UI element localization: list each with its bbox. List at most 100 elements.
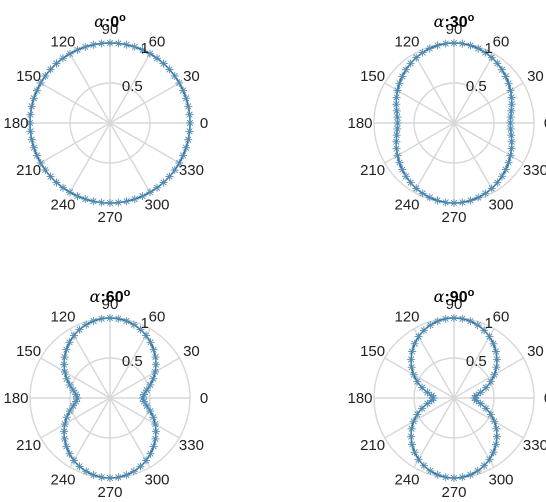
- data-point-marker: [393, 86, 402, 95]
- angle-tick-label: 240: [394, 471, 419, 488]
- data-point-marker: [481, 189, 490, 198]
- data-point-marker: [501, 72, 510, 81]
- data-point-marker: [392, 144, 401, 153]
- data-point-marker: [179, 151, 188, 160]
- angular-grid-spoke: [453, 357, 524, 399]
- angle-tick-label: 270: [441, 209, 466, 226]
- angular-grid-spoke: [69, 53, 111, 124]
- data-point-marker: [489, 448, 498, 457]
- data-point-marker: [406, 59, 415, 68]
- data-point-marker: [97, 39, 106, 48]
- data-point-marker: [136, 462, 145, 471]
- data-point-marker: [165, 172, 174, 181]
- angle-tick-label: 330: [523, 437, 546, 454]
- data-point-marker: [142, 456, 151, 465]
- angle-tick-label: 60: [149, 309, 166, 326]
- data-point-marker: [130, 195, 139, 204]
- data-point-marker: [473, 321, 482, 330]
- data-point-marker: [407, 363, 416, 372]
- data-point-marker: [473, 466, 482, 475]
- angular-grid-spoke: [109, 397, 151, 468]
- data-point-marker: [60, 427, 69, 436]
- angle-tick-label: 270: [441, 484, 466, 501]
- data-point-marker: [60, 353, 69, 362]
- data-point-marker: [182, 94, 191, 103]
- subplot-title: α:60o: [90, 287, 131, 306]
- radius-tick-label: 1: [485, 40, 493, 57]
- data-point-marker: [485, 332, 494, 341]
- data-point-marker: [466, 196, 475, 205]
- data-point-marker: [27, 135, 36, 144]
- angle-tick-label: 330: [179, 437, 204, 454]
- polar-subplot-2: 0 30 60 90 120 150 180 210 240 270 300 330 0.5 1 α:30o: [347, 12, 546, 226]
- data-point-marker: [392, 100, 401, 109]
- data-point-marker: [142, 386, 151, 395]
- angle-tick-label: 210: [16, 162, 41, 179]
- angle-tick-label: 150: [360, 343, 385, 360]
- radius-tick-label: 0.5: [122, 353, 143, 370]
- data-point-marker: [492, 363, 501, 372]
- angle-tick-label: 300: [144, 196, 169, 213]
- angular-grid-spoke: [453, 122, 495, 193]
- angular-grid-spoke: [453, 53, 495, 124]
- title-value: :60: [100, 289, 123, 306]
- subplot-title: α:0o: [94, 12, 126, 31]
- data-point-marker: [490, 370, 499, 379]
- data-point-marker: [507, 131, 516, 140]
- data-point-marker: [106, 314, 114, 323]
- angle-tick-label: 90: [102, 21, 119, 38]
- data-point-marker: [458, 314, 467, 323]
- data-point-marker: [492, 432, 501, 441]
- data-point-marker: [159, 178, 168, 187]
- data-point-marker: [185, 110, 194, 119]
- data-point-marker: [146, 49, 154, 58]
- data-point-marker: [82, 320, 91, 329]
- data-point-marker: [393, 124, 402, 133]
- data-point-marker: [69, 386, 78, 395]
- data-point-marker: [407, 424, 416, 433]
- data-point-marker: [36, 159, 45, 167]
- data-point-marker: [142, 331, 151, 340]
- data-point-marker: [72, 397, 81, 406]
- data-point-marker: [425, 193, 434, 202]
- data-point-marker: [409, 370, 418, 379]
- angle-tick-label: 240: [50, 471, 75, 488]
- data-point-marker: [62, 345, 71, 354]
- data-point-marker: [480, 461, 489, 470]
- data-point-marker: [418, 383, 427, 392]
- angle-tick-label: 300: [488, 471, 513, 488]
- data-point-marker: [409, 417, 418, 426]
- data-point-marker: [69, 456, 78, 465]
- data-point-marker: [153, 183, 162, 192]
- data-point-marker: [427, 396, 436, 405]
- data-point-marker: [27, 102, 36, 111]
- title-symbol: α: [434, 287, 445, 306]
- data-point-marker: [458, 39, 467, 48]
- data-point-marker: [149, 374, 158, 383]
- data-point-marker: [450, 314, 458, 323]
- angle-tick-label: 150: [16, 343, 41, 360]
- data-point-marker: [89, 197, 98, 206]
- data-point-marker: [406, 178, 415, 187]
- data-point-marker: [418, 189, 427, 198]
- angular-grid-spoke: [413, 397, 455, 468]
- data-point-marker: [69, 401, 78, 410]
- data-point-marker: [97, 473, 106, 482]
- angle-tick-label: 180: [3, 390, 28, 407]
- angle-tick-label: 210: [360, 437, 385, 454]
- data-point-marker: [184, 102, 193, 111]
- data-point-marker: [491, 440, 500, 449]
- data-point-marker: [130, 42, 139, 51]
- angular-grid-spoke: [69, 122, 111, 193]
- angular-grid-spoke: [40, 82, 111, 124]
- angular-grid-spoke: [109, 122, 180, 164]
- angle-tick-label: 90: [102, 296, 119, 313]
- data-point-marker: [66, 49, 74, 58]
- data-point-marker: [149, 345, 158, 354]
- data-point-marker: [414, 455, 423, 464]
- data-point-marker: [114, 314, 123, 323]
- data-point-marker: [75, 462, 84, 471]
- data-point-marker: [441, 314, 450, 323]
- data-point-marker: [506, 113, 515, 122]
